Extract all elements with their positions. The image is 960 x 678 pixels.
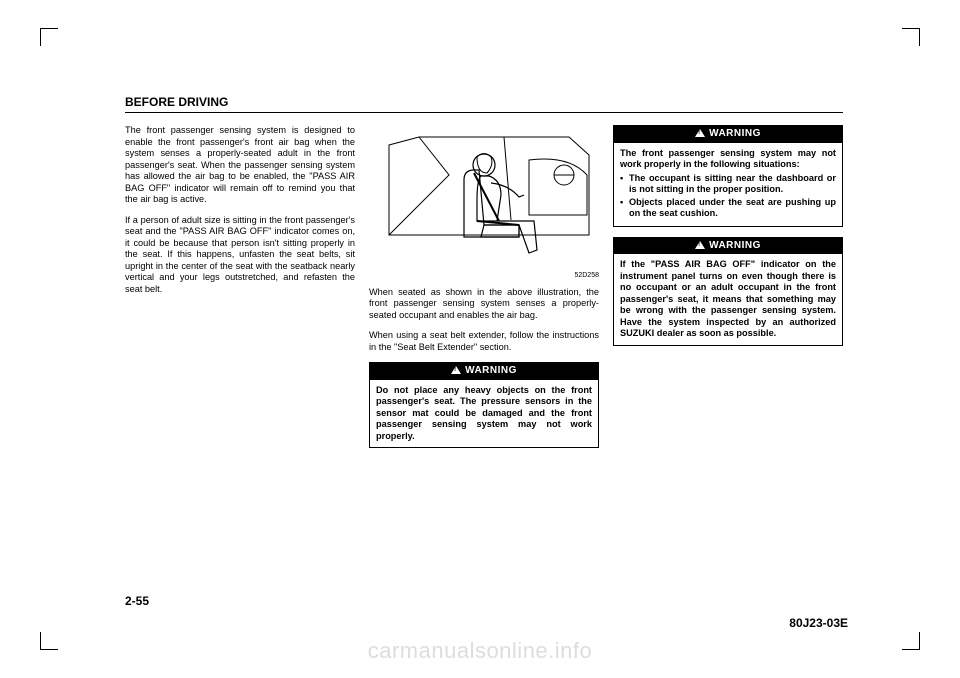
warning-header: WARNING	[370, 363, 598, 380]
paragraph: The front passenger sensing system is de…	[125, 125, 355, 206]
seating-illustration	[369, 125, 599, 270]
warning-box: WARNING Do not place any heavy objects o…	[369, 362, 599, 448]
warning-intro: The front passenger sensing system may n…	[620, 148, 836, 170]
column-layout: The front passenger sensing system is de…	[125, 125, 843, 458]
warning-bullet: The occupant is sitting near the dashboa…	[620, 173, 836, 196]
warning-label: WARNING	[465, 365, 517, 376]
warning-header: WARNING	[614, 238, 842, 255]
crop-mark-br	[902, 632, 920, 650]
watermark: carmanualsonline.info	[368, 638, 593, 664]
column-3: WARNING The front passenger sensing syst…	[613, 125, 843, 458]
paragraph: When using a seat belt extender, follow …	[369, 330, 599, 353]
column-2: 52D258 When seated as shown in the above…	[369, 125, 599, 458]
warning-box: WARNING If the "PASS AIR BAG OFF" indica…	[613, 237, 843, 346]
warning-body: The front passenger sensing system may n…	[614, 143, 842, 226]
warning-bullet-list: The occupant is sitting near the dashboa…	[620, 173, 836, 220]
crop-mark-tr	[902, 28, 920, 46]
warning-icon	[695, 241, 705, 249]
page-number: 2-55	[125, 594, 149, 608]
warning-box: WARNING The front passenger sensing syst…	[613, 125, 843, 227]
column-1: The front passenger sensing system is de…	[125, 125, 355, 458]
section-header: BEFORE DRIVING	[125, 95, 843, 113]
warning-icon	[695, 129, 705, 137]
paragraph: When seated as shown in the above illust…	[369, 287, 599, 322]
illustration-id: 52D258	[369, 272, 599, 281]
page: BEFORE DRIVING The front passenger sensi…	[0, 0, 960, 678]
warning-body: Do not place any heavy objects on the fr…	[370, 380, 598, 448]
content-area: BEFORE DRIVING The front passenger sensi…	[125, 95, 843, 458]
warning-body: If the "PASS AIR BAG OFF" indicator on t…	[614, 254, 842, 345]
crop-mark-tl	[40, 28, 58, 46]
warning-label: WARNING	[709, 240, 761, 251]
paragraph: If a person of adult size is sitting in …	[125, 215, 355, 296]
illustration-svg	[369, 125, 599, 270]
document-code: 80J23-03E	[789, 616, 848, 630]
warning-header: WARNING	[614, 126, 842, 143]
crop-mark-bl	[40, 632, 58, 650]
warning-bullet: Objects placed under the seat are pushin…	[620, 197, 836, 220]
warning-label: WARNING	[709, 128, 761, 139]
warning-icon	[451, 366, 461, 374]
